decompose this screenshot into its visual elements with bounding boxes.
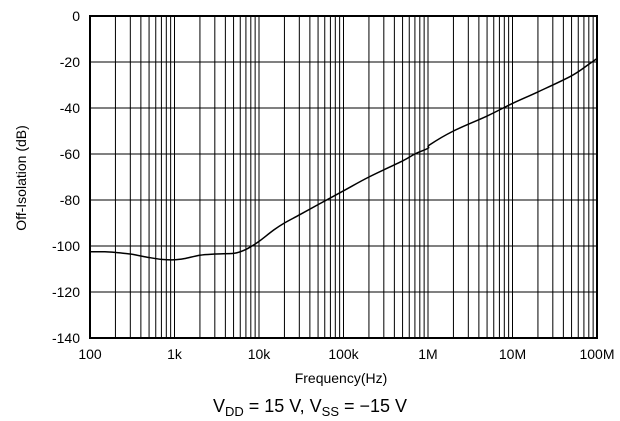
y-tick-label: -120: [52, 284, 80, 300]
y-tick-label: 0: [72, 8, 80, 24]
plot-frame: [89, 15, 598, 339]
vss-symbol: V: [309, 396, 322, 416]
y-tick-label: -140: [52, 330, 80, 346]
y-tick-labels: 0 -20 -40 -60 -80 -100 -120 -140: [52, 8, 80, 346]
y-tick-label: -20: [60, 54, 80, 70]
x-tick-label: 10M: [499, 346, 526, 362]
vss-subscript: SS: [321, 404, 339, 419]
x-tick-label: 100k: [328, 346, 359, 362]
x-tick-label: 10k: [248, 346, 272, 362]
series-line: [89, 57, 598, 261]
vss-value: = −15 V: [339, 396, 408, 416]
grid: [89, 15, 597, 339]
vdd-value: = 15 V,: [243, 396, 310, 416]
x-tick-label: 100: [78, 346, 102, 362]
y-tick-label: -80: [60, 192, 80, 208]
vdd-symbol: V: [212, 396, 225, 416]
conditions-caption: VDD = 15 V, VSS = −15 V: [0, 396, 620, 419]
y-tick-label: -40: [60, 100, 80, 116]
x-tick-label: 1k: [167, 346, 183, 362]
y-tick-label: -100: [52, 238, 80, 254]
y-axis-label: Off-Isolation (dB): [13, 125, 29, 231]
x-axis-label: Frequency(Hz): [295, 370, 388, 386]
y-tick-label: -60: [60, 146, 80, 162]
vdd-subscript: DD: [224, 404, 244, 419]
x-tick-label: 1M: [418, 346, 437, 362]
x-tick-labels: 100 1k 10k 100k 1M 10M 100M: [78, 346, 614, 362]
x-tick-label: 100M: [579, 346, 614, 362]
